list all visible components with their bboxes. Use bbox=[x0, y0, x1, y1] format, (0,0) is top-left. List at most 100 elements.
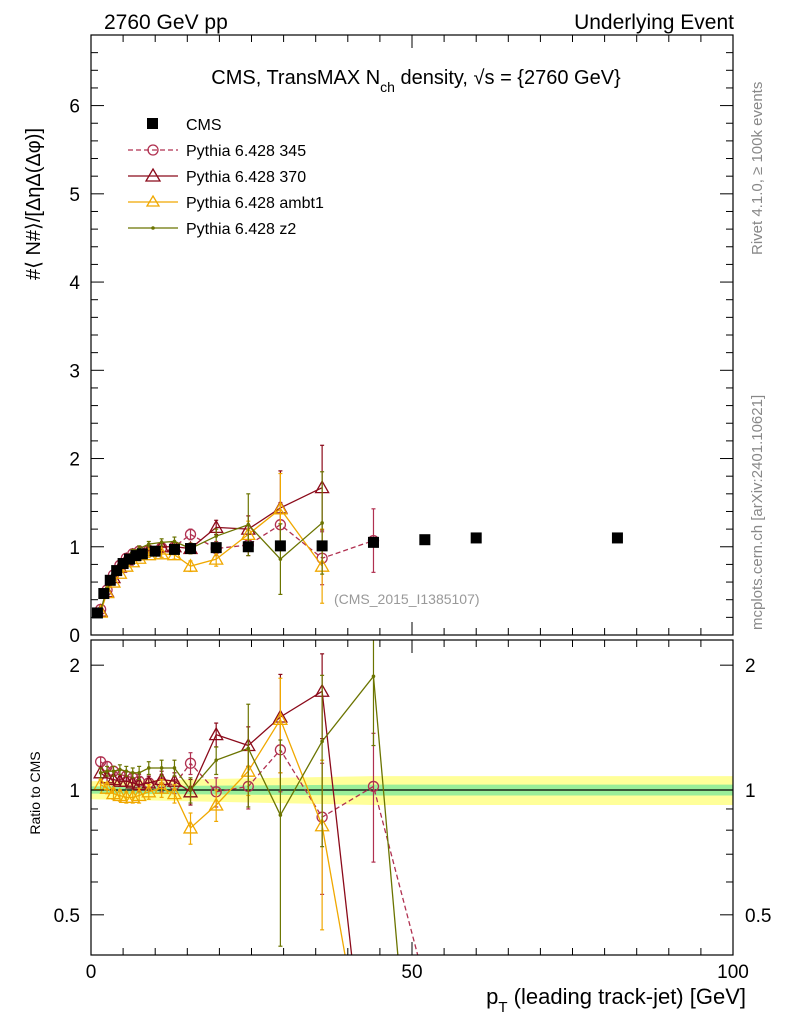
ratio-z2-point bbox=[124, 769, 129, 773]
ratio-y-tick-label-right: 1 bbox=[745, 781, 756, 802]
main-ambt1-point bbox=[182, 558, 199, 572]
ratio-ambt1-point bbox=[272, 711, 289, 726]
main-z2-point bbox=[172, 539, 177, 544]
mcplots-label: mcplots.cern.ch [arXiv:2401.10621] bbox=[749, 395, 766, 630]
main-ambt1-point bbox=[272, 501, 289, 515]
ratio-z2-point bbox=[159, 766, 164, 770]
ratio-ambt1-point bbox=[125, 789, 141, 803]
main-cms-point bbox=[149, 545, 161, 557]
ratio-ambt1-point bbox=[99, 780, 115, 794]
main-cms-point bbox=[111, 565, 123, 577]
ratio-y-tick-label-left: 2 bbox=[69, 656, 80, 677]
main-p345-line bbox=[100, 523, 374, 610]
ratio-z2-line bbox=[100, 674, 399, 955]
legend-marker-z2 bbox=[151, 226, 155, 230]
ratio-ambt1-point bbox=[105, 785, 122, 800]
main-ambt1-point bbox=[208, 551, 224, 565]
ratio-panel-data bbox=[93, 640, 419, 955]
ratio-p370-point bbox=[208, 726, 224, 741]
main-z2-point bbox=[320, 521, 324, 525]
main-cms-point bbox=[168, 543, 180, 555]
main-z2-point bbox=[278, 557, 283, 561]
ratio-ambt1-point bbox=[154, 780, 170, 794]
x-tick-label: 0 bbox=[86, 962, 97, 983]
ratio-z2-point bbox=[172, 766, 177, 770]
main-cms-point bbox=[316, 540, 328, 552]
main-cms-point bbox=[136, 548, 148, 560]
ratio-z2-point bbox=[111, 769, 116, 773]
ratio-z2-point bbox=[188, 788, 193, 792]
rivet-label: Rivet 4.1.0, ≥ 100k events bbox=[749, 82, 766, 255]
main-y-tick-label: 6 bbox=[69, 97, 80, 118]
main-ylabel: #⟨ N#⟩/[ΔηΔ(Δφ)] bbox=[23, 128, 45, 280]
main-cms-point bbox=[242, 541, 254, 553]
main-y-tick-label: 2 bbox=[69, 450, 80, 471]
ratio-ambt1-point bbox=[141, 783, 157, 798]
main-cms-point bbox=[185, 543, 197, 555]
main-y-tick-label: 0 bbox=[69, 626, 80, 647]
main-z2-point bbox=[159, 540, 164, 545]
legend-label-ambt1: Pythia 6.428 ambt1 bbox=[186, 195, 324, 212]
ratio-ylabel: Ratio to CMS bbox=[27, 751, 43, 834]
ratio-ambt1-line bbox=[100, 717, 346, 955]
main-cms-point bbox=[124, 553, 136, 565]
main-cms-point bbox=[98, 588, 110, 600]
ratio-z2-point bbox=[105, 769, 109, 773]
ratio-y-tick-label-left: 0.5 bbox=[54, 906, 80, 927]
analysis-watermark: (CMS_2015_I1385107) bbox=[334, 591, 480, 607]
legend-label-z2: Pythia 6.428 z2 bbox=[186, 221, 296, 238]
main-cms-group bbox=[91, 532, 623, 619]
legend-marker-cms bbox=[147, 118, 158, 129]
ratio-ambt1-point bbox=[166, 785, 183, 800]
main-cms-point bbox=[117, 558, 129, 570]
main-cms-point bbox=[91, 607, 103, 619]
ratio-y-tick-label-left: 1 bbox=[69, 781, 80, 802]
ratio-p345-point bbox=[367, 780, 380, 793]
ratio-p370-line bbox=[100, 690, 353, 955]
ratio-p370-point bbox=[105, 771, 122, 786]
header-left: 2760 GeV pp bbox=[104, 11, 228, 34]
x-axis-label: pT (leading track-jet) [GeV] bbox=[486, 984, 746, 1016]
ratio-y-tick-label-right: 2 bbox=[745, 656, 756, 677]
ratio-z2-point bbox=[118, 767, 122, 772]
legend-marker-ambt1 bbox=[145, 194, 161, 207]
ratio-z2-point bbox=[246, 746, 251, 751]
ratio-ambt1-point bbox=[182, 820, 199, 834]
ratio-ambt1-group bbox=[93, 677, 346, 955]
main-cms-point bbox=[274, 540, 286, 552]
ratio-ambt1-point bbox=[112, 787, 128, 802]
main-p345-point bbox=[184, 528, 197, 541]
ratio-z2-point bbox=[98, 771, 103, 775]
main-cms-point bbox=[367, 536, 379, 548]
main-y-tick-label: 5 bbox=[69, 185, 80, 206]
main-z2-group bbox=[98, 471, 325, 613]
legend-label-p370: Pythia 6.428 370 bbox=[186, 169, 306, 186]
main-y-tick-label: 4 bbox=[69, 273, 80, 294]
legend-label-p345: Pythia 6.428 345 bbox=[186, 143, 306, 160]
header-right: Underlying Event bbox=[574, 11, 734, 34]
ratio-z2-group bbox=[98, 640, 399, 955]
main-cms-point bbox=[130, 550, 142, 562]
main-p370-group bbox=[93, 444, 330, 617]
main-y-tick-label: 1 bbox=[69, 538, 80, 559]
ratio-z2-point bbox=[371, 674, 376, 679]
main-y-tick-label: 3 bbox=[69, 361, 80, 382]
ratio-z2-point bbox=[320, 739, 324, 744]
main-cms-point bbox=[611, 532, 623, 544]
ratio-z2-point bbox=[130, 771, 135, 775]
main-title: CMS, TransMAX Nch density, √s = {2760 Ge… bbox=[211, 67, 621, 95]
legend-marker-p370 bbox=[144, 167, 162, 182]
ratio-ambt1-point bbox=[208, 797, 224, 811]
x-tick-label: 50 bbox=[401, 962, 422, 983]
main-cms-point bbox=[210, 542, 222, 554]
main-z2-point bbox=[246, 522, 251, 527]
x-tick-label: 100 bbox=[717, 962, 749, 983]
axes: 0 50 100 0 1 2 3 4 5 6 0.5 0.5 1 1 2 2 bbox=[54, 34, 771, 983]
main-cms-point bbox=[470, 532, 482, 544]
ratio-ambt1-point bbox=[131, 787, 147, 802]
main-z2-point bbox=[214, 534, 218, 538]
legend-marker-p345 bbox=[147, 144, 159, 156]
ratio-z2-point bbox=[214, 758, 218, 762]
ratio-z2-point bbox=[146, 766, 151, 770]
